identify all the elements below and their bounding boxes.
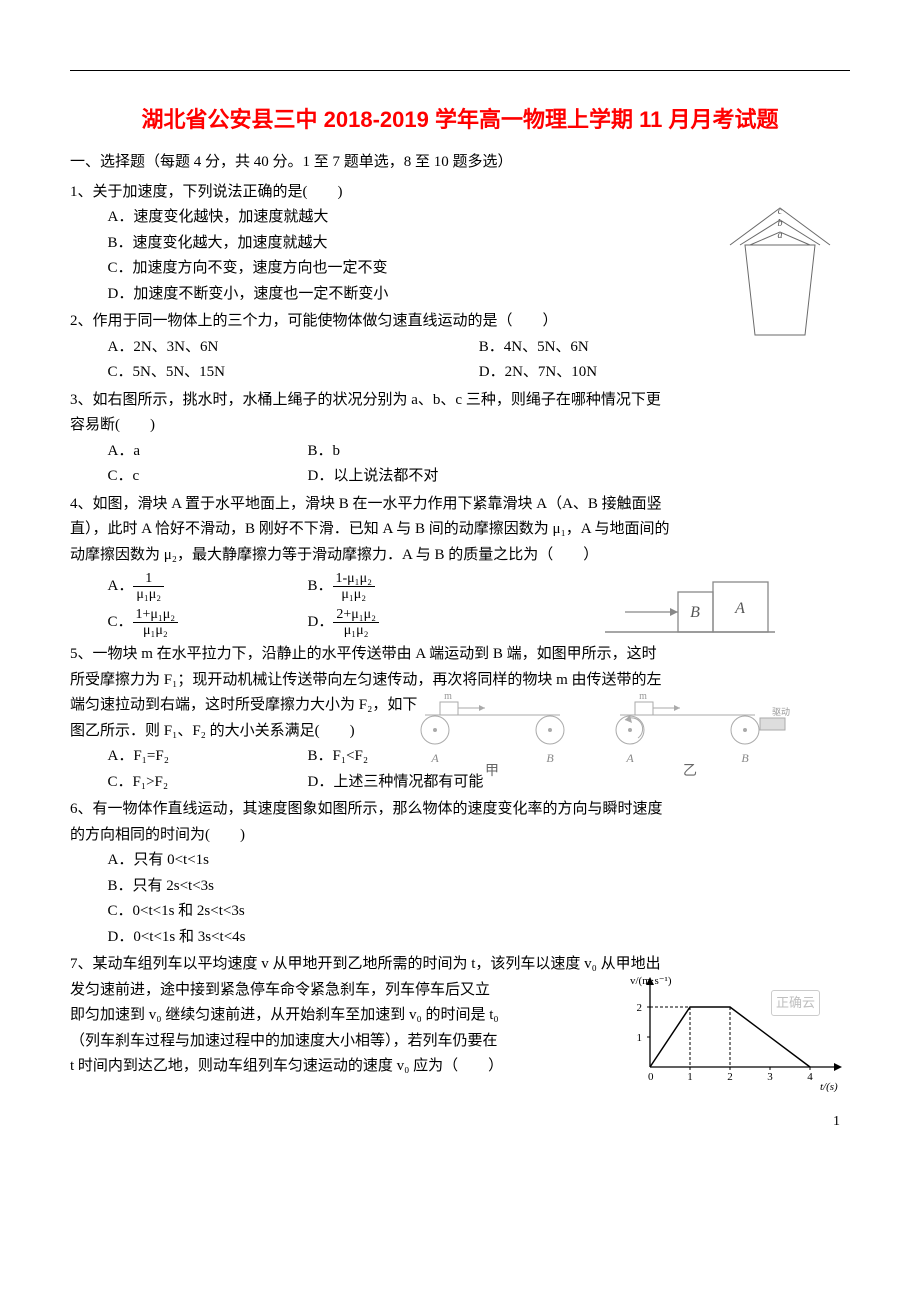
page-number: 1 (70, 1110, 850, 1134)
svg-text:m: m (444, 691, 452, 702)
q5-stem4: 图乙所示．则 F₁、F₂ 的大小关系满足( ) (70, 719, 450, 745)
q3-optB: B．b (308, 439, 508, 465)
q7-stem3: 即匀加速到 v₀ 继续匀速前进，从开始刹车至加速到 v₀ 的时间是 t₀ (70, 1003, 570, 1029)
svg-text:A: A (625, 751, 634, 765)
q3-optC: C．c (108, 464, 308, 490)
top-divider (70, 70, 850, 71)
svg-text:乙: 乙 (683, 763, 697, 779)
q3-stem1: 3、如右图所示，挑水时，水桶上绳子的状况分别为 a、b、c 三种，则绳子在哪种情… (70, 388, 850, 414)
belt-figures: A B m 甲 A B m (410, 690, 790, 790)
q3-stem2: 容易断( ) (70, 413, 850, 439)
svg-text:2: 2 (727, 1071, 733, 1083)
q6-optC: C．0<t<1s 和 2s<t<3s (70, 899, 850, 925)
q3-optA: A．a (108, 439, 308, 465)
svg-text:A: A (430, 751, 439, 765)
question-3: 3、如右图所示，挑水时，水桶上绳子的状况分别为 a、b、c 三种，则绳子在哪种情… (70, 388, 850, 490)
svg-text:2: 2 (637, 1002, 643, 1014)
q6-stem2: 的方向相同的时间为( ) (70, 823, 850, 849)
q7-stem2: 发匀速前进，途中接到紧急停车命令紧急刹车，列车停车后又立 (70, 978, 570, 1004)
q4-optA: A．1μ₁μ₂ (108, 568, 308, 604)
svg-text:A: A (734, 600, 745, 617)
q5-stem3: 端匀速拉动到右端，这时所受摩擦力大小为 F₂，如下 (70, 693, 450, 719)
svg-text:1: 1 (637, 1032, 643, 1044)
question-5: 5、一物块 m 在水平拉力下，沿静止的水平传送带由 A 端运动到 B 端，如图甲… (70, 642, 850, 795)
svg-text:t/(s): t/(s) (820, 1081, 838, 1092)
q2-optA: A．2N、3N、6N (108, 335, 479, 361)
svg-text:c: c (778, 206, 783, 217)
q7-stem5: t 时间内到达乙地，则动车组列车匀速运动的速度 v₀ 应为（ ） (70, 1054, 570, 1080)
bucket-figure: c b a (710, 200, 850, 370)
svg-text:B: B (690, 604, 700, 621)
q3-optD: D．以上说法都不对 (308, 464, 508, 490)
svg-text:v/(m·s⁻¹): v/(m·s⁻¹) (630, 975, 672, 987)
q6-optB: B．只有 2s<t<3s (70, 874, 850, 900)
svg-text:B: B (546, 751, 554, 765)
svg-text:m: m (639, 691, 647, 702)
question-4: 4、如图，滑块 A 置于水平地面上，滑块 B 在一水平力作用下紧靠滑块 A（A、… (70, 492, 850, 641)
svg-text:b: b (778, 218, 783, 229)
svg-text:1: 1 (687, 1071, 693, 1083)
svg-text:a: a (778, 230, 783, 241)
q4-stem2: 直），此时 A 恰好不滑动，B 刚好不下滑．已知 A 与 B 间的动摩擦因数为 … (70, 517, 850, 543)
question-6: 6、有一物体作直线运动，其速度图象如图所示，那么物体的速度变化率的方向与瞬时速度… (70, 797, 850, 950)
section-header: 一、选择题（每题 4 分，共 40 分。1 至 7 题单选，8 至 10 题多选… (70, 150, 850, 176)
q5-stem1: 5、一物块 m 在水平拉力下，沿静止的水平传送带由 A 端运动到 B 端，如图甲… (70, 642, 850, 668)
vt-chart: 1 2 0 1 2 3 4 v/(m·s⁻¹) t/(s) (620, 972, 850, 1092)
q6-stem1: 6、有一物体作直线运动，其速度图象如图所示，那么物体的速度变化率的方向与瞬时速度 (70, 797, 850, 823)
svg-text:B: B (741, 751, 749, 765)
watermark-badge: 正确云 (771, 990, 820, 1016)
document-title: 湖北省公安县三中 2018-2019 学年高一物理上学期 11 月月考试题 (70, 101, 850, 138)
q4-optB: B．1-μ₁μ₂μ₁μ₂ (308, 568, 508, 604)
svg-text:甲: 甲 (485, 764, 499, 779)
svg-text:0: 0 (648, 1071, 654, 1083)
q6-optA: A．只有 0<t<1s (70, 848, 850, 874)
q6-optD: D．0<t<1s 和 3s<t<4s (70, 925, 850, 951)
q4-stem3: 动摩擦因数为 μ₂，最大静摩擦力等于滑动摩擦力．A 与 B 的质量之比为（ ） (70, 543, 850, 569)
q4-optD: D．2+μ₁μ₂μ₁μ₂ (308, 604, 508, 640)
q5-optC: C．F₁>F₂ (108, 770, 308, 796)
svg-text:驱动轮: 驱动轮 (772, 706, 790, 717)
q4-stem1: 4、如图，滑块 A 置于水平地面上，滑块 B 在一水平力作用下紧靠滑块 A（A、… (70, 492, 850, 518)
q2-optC: C．5N、5N、15N (108, 360, 479, 386)
question-7: 7、某动车组列车以平均速度 v 从甲地开到乙地所需的时间为 t，该列车以速度 v… (70, 952, 850, 1080)
q7-stem4: （列车刹车过程与加速过程中的加速度大小相等），若列车仍要在 (70, 1029, 570, 1055)
svg-text:3: 3 (767, 1071, 773, 1083)
q5-optA: A．F₁=F₂ (108, 744, 308, 770)
q4-optC: C．1+μ₁μ₂μ₁μ₂ (108, 604, 308, 640)
svg-text:4: 4 (807, 1071, 813, 1083)
